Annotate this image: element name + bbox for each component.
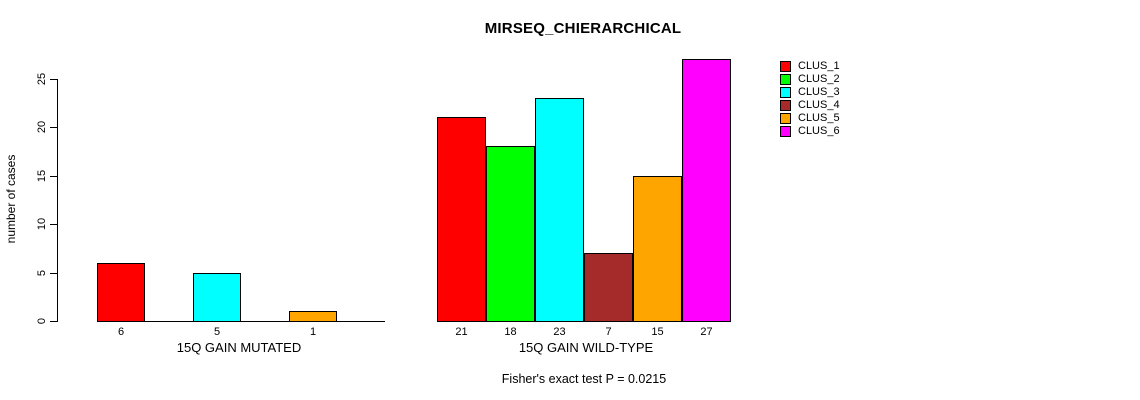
bar-clus_1: [437, 117, 486, 322]
bar-clus_6: [682, 59, 731, 322]
legend-swatch-icon: [780, 87, 791, 98]
legend: CLUS_1 CLUS_2 CLUS_3 CLUS_4 CLUS_5 CLUS_6: [780, 60, 840, 138]
bar-clus_5: [633, 176, 682, 322]
y-axis-tick-label: 10: [36, 217, 48, 231]
legend-label: CLUS_1: [798, 60, 840, 72]
bar-value-label: 23: [553, 326, 566, 338]
bar-value-label: 21: [455, 326, 468, 338]
chart-title: MIRSEQ_CHIERARCHICAL: [484, 20, 682, 37]
y-axis-tick: [50, 176, 57, 177]
legend-swatch-icon: [780, 74, 791, 85]
bar-clus_4: [584, 253, 633, 322]
y-axis-tick: [50, 321, 57, 322]
bar-clus_5: [289, 311, 337, 322]
bar-clus_2: [486, 146, 535, 322]
bar-clus_6-zero: [337, 321, 385, 322]
legend-swatch-icon: [780, 61, 791, 72]
y-axis-tick: [50, 127, 57, 128]
legend-swatch-icon: [780, 126, 791, 137]
bar-clus_1: [97, 263, 145, 322]
y-axis-tick: [50, 273, 57, 274]
bar-value-label: 27: [700, 326, 713, 338]
bar-value-label: 1: [309, 326, 317, 338]
legend-item: CLUS_3: [780, 86, 840, 99]
legend-item: CLUS_1: [780, 60, 840, 73]
bar-value-label: 5: [213, 326, 221, 338]
legend-swatch-icon: [780, 113, 791, 124]
y-axis-tick-label: 20: [36, 120, 48, 134]
y-axis-tick-label: 25: [36, 72, 48, 86]
bar-clus_3: [193, 273, 241, 322]
y-axis-tick-label: 5: [36, 269, 48, 277]
bar-clus_4-zero: [241, 321, 289, 322]
y-axis-tick: [50, 224, 57, 225]
legend-label: CLUS_5: [798, 112, 840, 124]
legend-item: CLUS_6: [780, 125, 840, 138]
bar-value-label: 18: [504, 326, 517, 338]
legend-label: CLUS_3: [798, 86, 840, 98]
y-axis-line: [57, 79, 58, 322]
legend-item: CLUS_4: [780, 99, 840, 112]
bar-value-label: 6: [117, 326, 125, 338]
legend-label: CLUS_6: [798, 125, 840, 137]
y-axis-title: number of cases: [4, 154, 18, 244]
legend-label: CLUS_4: [798, 99, 840, 111]
bar-value-label: 15: [651, 326, 664, 338]
legend-swatch-icon: [780, 100, 791, 111]
x-axis-label-wild-type: 15Q GAIN WILD-TYPE: [518, 340, 654, 355]
legend-label: CLUS_2: [798, 73, 840, 85]
bar-clus_2-zero: [145, 321, 193, 322]
legend-item: CLUS_2: [780, 73, 840, 86]
annotation-fisher-test: Fisher's exact test P = 0.0215: [501, 372, 667, 386]
bar-value-label: 7: [605, 326, 612, 338]
y-axis-tick: [50, 79, 57, 80]
y-axis-tick-label: 0: [36, 317, 48, 325]
bar-clus_3: [535, 98, 584, 322]
x-axis-label-mutated: 15Q GAIN MUTATED: [176, 340, 302, 355]
legend-item: CLUS_5: [780, 112, 840, 125]
y-axis-tick-label: 15: [36, 169, 48, 183]
